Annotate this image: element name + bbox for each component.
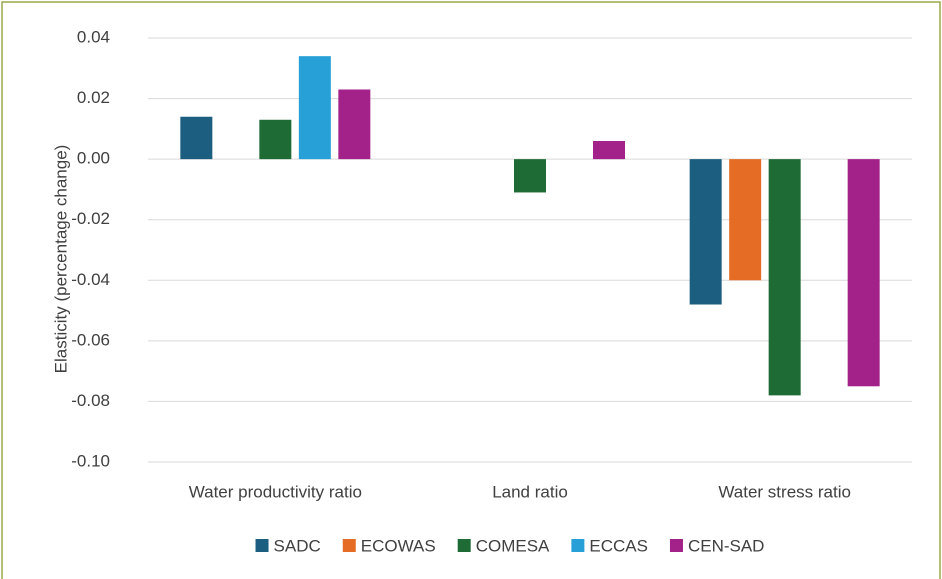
legend-swatch bbox=[669, 539, 683, 552]
y-tick-label: -0.08 bbox=[71, 391, 110, 410]
legend-swatch bbox=[571, 539, 585, 552]
y-tick-label: 0.00 bbox=[77, 149, 110, 168]
legend-swatch bbox=[255, 539, 269, 552]
x-tick-label: Water productivity ratio bbox=[189, 482, 362, 501]
bar bbox=[514, 159, 546, 193]
y-axis-label: Elasticity (percentage change) bbox=[51, 145, 70, 374]
x-tick-label: Water stress ratio bbox=[718, 482, 851, 501]
y-tick-label: -0.10 bbox=[71, 451, 110, 470]
legend-label: CEN-SAD bbox=[688, 536, 765, 555]
y-tick-label: -0.04 bbox=[71, 270, 110, 289]
bar bbox=[593, 140, 625, 160]
x-tick-label: Land ratio bbox=[492, 482, 568, 501]
bar bbox=[689, 159, 722, 305]
bar bbox=[298, 56, 331, 160]
legend-swatch bbox=[342, 539, 356, 552]
bar bbox=[768, 159, 801, 396]
legend-swatch bbox=[457, 539, 471, 552]
y-tick-label: -0.02 bbox=[71, 209, 110, 228]
y-tick-label: -0.06 bbox=[71, 330, 110, 349]
bar bbox=[338, 89, 371, 160]
legend-label: COMESA bbox=[476, 536, 550, 555]
bar bbox=[259, 119, 292, 160]
bar bbox=[180, 116, 213, 160]
legend-label: ECOWAS bbox=[361, 536, 436, 555]
y-tick-label: 0.04 bbox=[77, 27, 110, 46]
legend-label: ECCAS bbox=[589, 536, 648, 555]
bar bbox=[729, 159, 762, 281]
bar bbox=[847, 159, 880, 387]
y-tick-label: 0.02 bbox=[77, 88, 110, 107]
legend-label: SADC bbox=[274, 536, 321, 555]
